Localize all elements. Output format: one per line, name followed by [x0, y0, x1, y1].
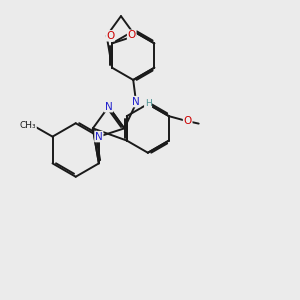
Text: N: N [132, 97, 140, 106]
Text: O: O [184, 116, 192, 126]
Text: N: N [105, 102, 112, 112]
Text: O: O [128, 30, 136, 40]
Text: N: N [95, 132, 103, 142]
Text: H: H [145, 99, 152, 108]
Text: O: O [106, 31, 114, 41]
Text: CH₃: CH₃ [20, 121, 36, 130]
